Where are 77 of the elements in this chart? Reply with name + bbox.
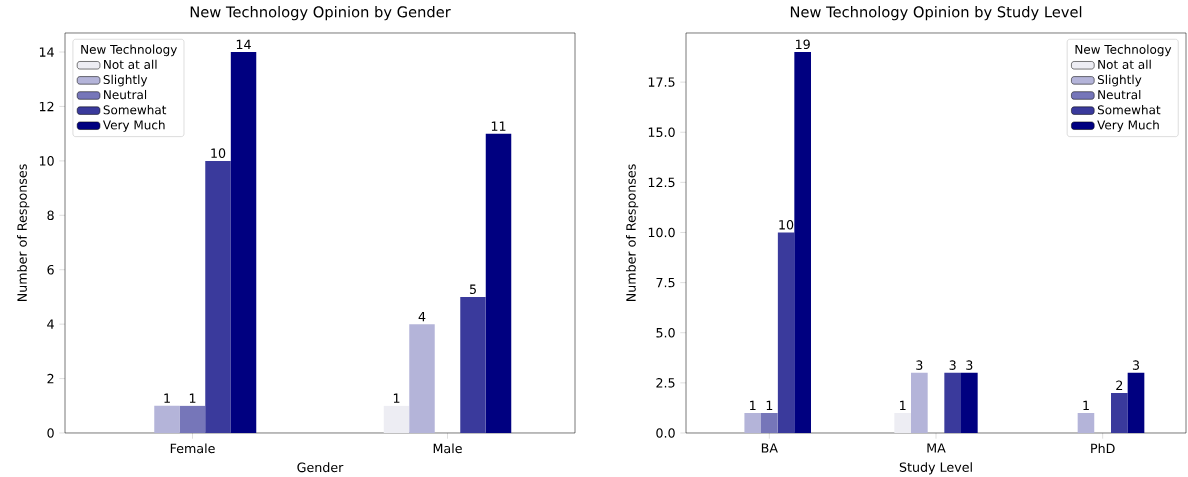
bar <box>794 52 811 433</box>
data-label: 1 <box>1083 400 1089 410</box>
legend-label: Very Much <box>102 120 165 132</box>
bar <box>230 52 257 433</box>
data-label: 1 <box>164 393 170 403</box>
y-tick-label: 12 <box>39 101 54 112</box>
y-tick-label: 8 <box>47 210 54 221</box>
legend-label: Slightly <box>103 74 148 87</box>
data-label: 3 <box>966 360 973 370</box>
bar <box>460 296 486 433</box>
data-label: 1 <box>900 400 906 410</box>
data-label: 1 <box>750 400 756 410</box>
y-tick-label: 10 <box>39 156 54 166</box>
legend-title: New Technology <box>1075 44 1172 57</box>
legend-label: Not at all <box>104 59 157 69</box>
legend-label: Very Much <box>1097 120 1159 132</box>
x-tick-label: MA <box>927 443 946 453</box>
x-tick-label: PhD <box>1091 443 1115 454</box>
bar <box>744 412 762 433</box>
bar <box>894 412 912 433</box>
x-axis-title: Gender <box>297 462 344 473</box>
bar <box>383 405 410 433</box>
data-label: 1 <box>393 393 400 403</box>
legend-label: Neutral <box>104 89 147 100</box>
bar <box>761 412 778 433</box>
data-label: 4 <box>418 311 426 322</box>
legend-label: Somewhat <box>103 105 167 115</box>
y-tick-label: 4 <box>47 319 54 329</box>
bar <box>409 324 435 433</box>
data-label: 2 <box>1116 380 1123 390</box>
y-tick-label: 17.5 <box>648 77 675 87</box>
y-tick-label: 0 <box>47 428 54 438</box>
bar <box>1127 372 1145 433</box>
bar <box>205 160 231 433</box>
bar <box>179 405 206 433</box>
y-tick-label: 15.0 <box>648 127 675 138</box>
bar <box>777 232 795 433</box>
data-label: 1 <box>189 393 196 403</box>
y-tick-label: 2 <box>47 373 54 384</box>
chart-title: New Technology Opinion by Study Level <box>790 6 1082 21</box>
y-axis-title: Number of Responses <box>17 164 30 302</box>
y-tick-label: 12.5 <box>648 177 675 188</box>
bar <box>1111 392 1128 433</box>
data-label: 3 <box>949 360 956 370</box>
data-label: 14 <box>236 39 251 50</box>
y-tick-label: 5.0 <box>656 327 675 338</box>
data-label: 1 <box>766 400 773 410</box>
x-tick-label: Female <box>170 443 215 454</box>
y-tick-label: 6 <box>47 264 54 275</box>
bar <box>1077 412 1095 433</box>
bar <box>911 372 928 433</box>
data-label: 5 <box>469 284 476 295</box>
legend-title: New Technology <box>81 44 177 57</box>
x-tick-label: BA <box>761 443 778 453</box>
data-label: 3 <box>1132 360 1140 370</box>
legend-label: Neutral <box>1098 89 1141 100</box>
y-tick-label: 10.0 <box>648 227 675 238</box>
x-tick-label: Male <box>433 443 462 454</box>
y-tick-label: 7.5 <box>656 277 675 288</box>
legend-label: Not at all <box>1098 59 1151 69</box>
legend-label: Somewhat <box>1097 105 1161 115</box>
chart-title: New Technology Opinion by Gender <box>190 6 451 21</box>
bar <box>154 405 180 433</box>
y-tick-label: 2.5 <box>656 378 675 388</box>
data-label: 3 <box>916 360 923 370</box>
y-axis-title: Number of Responses <box>626 164 639 302</box>
bar <box>485 133 512 433</box>
data-label: 19 <box>796 39 810 50</box>
y-tick-label: 14 <box>39 47 54 57</box>
bar <box>944 372 961 433</box>
bar <box>961 372 978 433</box>
data-label: 10 <box>211 148 226 158</box>
legend-label: Slightly <box>1097 74 1142 87</box>
data-label: 10 <box>779 219 794 230</box>
y-tick-label: 0.0 <box>656 428 675 438</box>
data-label: 11 <box>491 121 506 131</box>
x-axis-title: Study Level <box>899 462 972 475</box>
